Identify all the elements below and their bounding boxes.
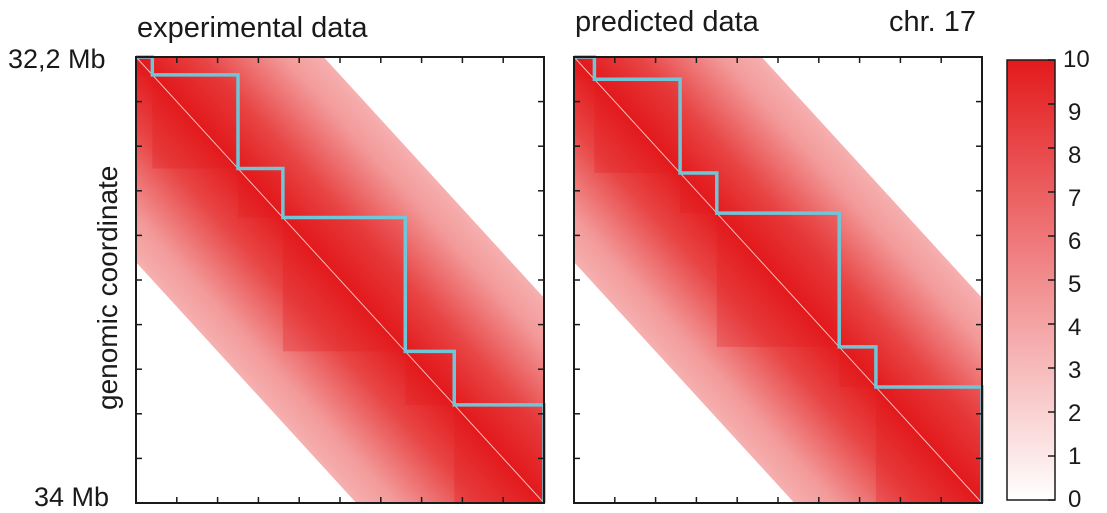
chromosome-label: chr. 17 — [889, 6, 977, 38]
main-diagonal — [135, 56, 545, 504]
predicted-heatmap — [573, 55, 984, 504]
colorbar-tick-label: 0 — [1068, 486, 1082, 513]
colorbar-tick-label: 8 — [1068, 142, 1082, 169]
colorbar-tick-label: 7 — [1068, 185, 1082, 212]
colorbar-tick-label: 9 — [1068, 99, 1082, 126]
colorbar-tick-label: 1 — [1068, 443, 1082, 470]
colorbar — [1006, 59, 1056, 501]
colorbar-tick-label: 10 — [1063, 46, 1090, 73]
colorbar-tick-label: 5 — [1068, 271, 1082, 298]
experimental-heatmap — [135, 55, 546, 504]
domain-staircase — [574, 55, 984, 503]
left-panel-title: experimental data — [137, 12, 368, 44]
colorbar-tick-label: 3 — [1068, 357, 1082, 384]
domain-staircase — [136, 55, 546, 503]
colorbar-tick-label: 2 — [1068, 400, 1082, 427]
main-diagonal — [573, 56, 983, 504]
right-panel-title: predicted data — [575, 6, 759, 38]
colorbar-tick-label: 4 — [1068, 314, 1082, 341]
y-top-label: 32,2 Mb — [8, 44, 106, 74]
colorbar-tick-label: 6 — [1068, 228, 1082, 255]
y-bottom-label: 34 Mb — [34, 482, 110, 512]
